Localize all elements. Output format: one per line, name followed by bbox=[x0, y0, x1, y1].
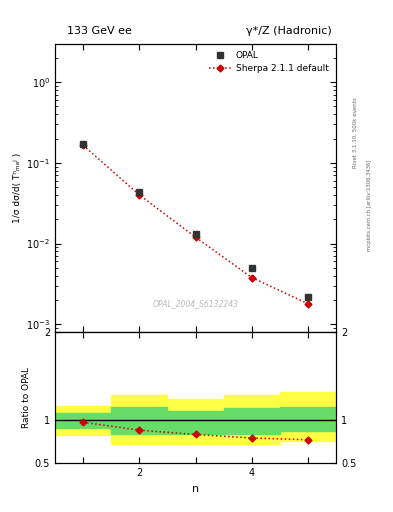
X-axis label: n: n bbox=[192, 484, 199, 494]
Text: γ*/Z (Hadronic): γ*/Z (Hadronic) bbox=[246, 26, 332, 36]
Y-axis label: 1/σ dσ/d( Tⁿₘₐʲ ): 1/σ dσ/d( Tⁿₘₐʲ ) bbox=[13, 153, 22, 223]
Text: OPAL_2004_S6132243: OPAL_2004_S6132243 bbox=[152, 299, 239, 308]
Text: mcplots.cern.ch [arXiv:1306.3436]: mcplots.cern.ch [arXiv:1306.3436] bbox=[367, 159, 372, 250]
Legend: OPAL, Sherpa 2.1.1 default: OPAL, Sherpa 2.1.1 default bbox=[206, 48, 332, 76]
Text: 133 GeV ee: 133 GeV ee bbox=[67, 26, 132, 36]
Y-axis label: Ratio to OPAL: Ratio to OPAL bbox=[22, 367, 31, 428]
Text: Rivet 3.1.10, 500k events: Rivet 3.1.10, 500k events bbox=[353, 98, 358, 168]
